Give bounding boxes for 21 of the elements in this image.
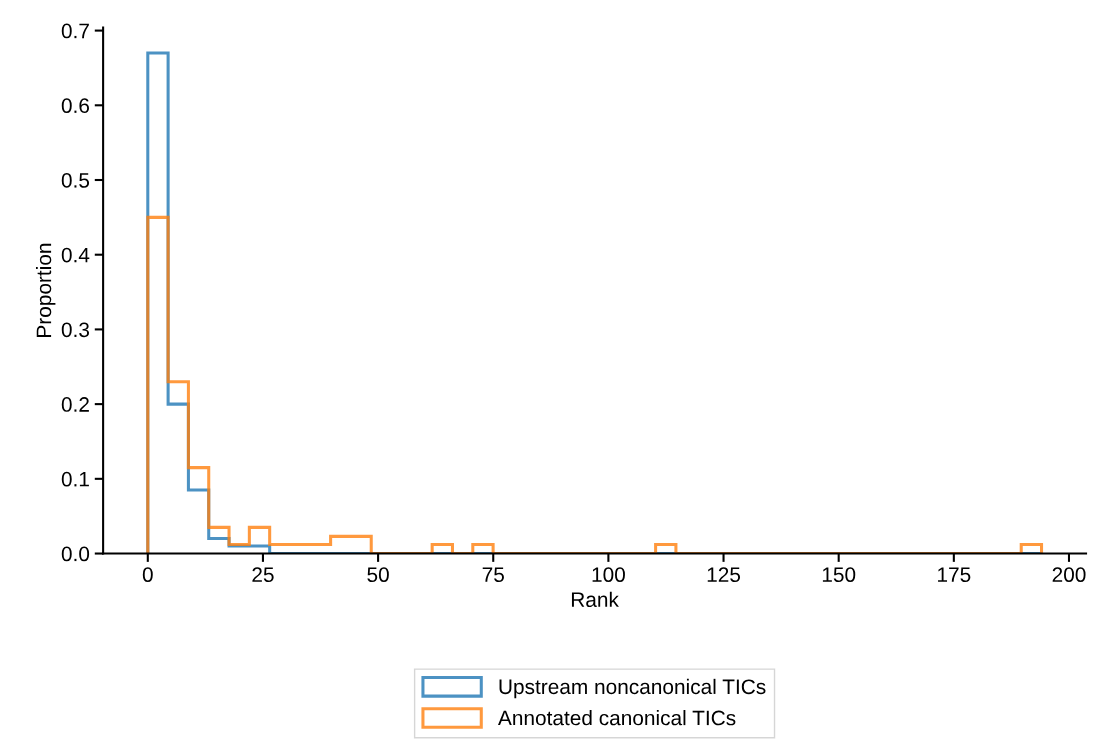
x-tick-label: 100 xyxy=(592,567,625,583)
x-tick-label: 175 xyxy=(938,567,971,583)
x-tick-label: 25 xyxy=(252,567,274,583)
x-tick-label: 150 xyxy=(822,567,856,583)
x-tick-label: 75 xyxy=(482,567,504,583)
y-tick-label: 0.5 xyxy=(61,173,90,188)
y-axis-title: Proportion xyxy=(35,243,56,337)
y-tick-label: 0.0 xyxy=(61,546,90,562)
y-tick-label: 0.6 xyxy=(61,98,90,114)
x-tick-label: 0 xyxy=(142,567,153,583)
y-tick-label: 0.7 xyxy=(61,23,89,39)
y-tick-label: 0.4 xyxy=(61,247,90,263)
y-tick-label: 0.3 xyxy=(61,322,90,338)
legend-label: Annotated canonical TICs xyxy=(497,710,736,726)
x-tick-label: 125 xyxy=(707,567,741,583)
x-tick-label: 200 xyxy=(1052,567,1086,583)
y-tick-label: 0.1 xyxy=(61,471,89,487)
x-axis-title: Rank xyxy=(571,591,619,608)
legend-label: Upstream noncanonical TICs xyxy=(499,678,766,699)
x-tick-label: 50 xyxy=(367,567,389,583)
y-tick-label: 0.2 xyxy=(61,397,89,412)
